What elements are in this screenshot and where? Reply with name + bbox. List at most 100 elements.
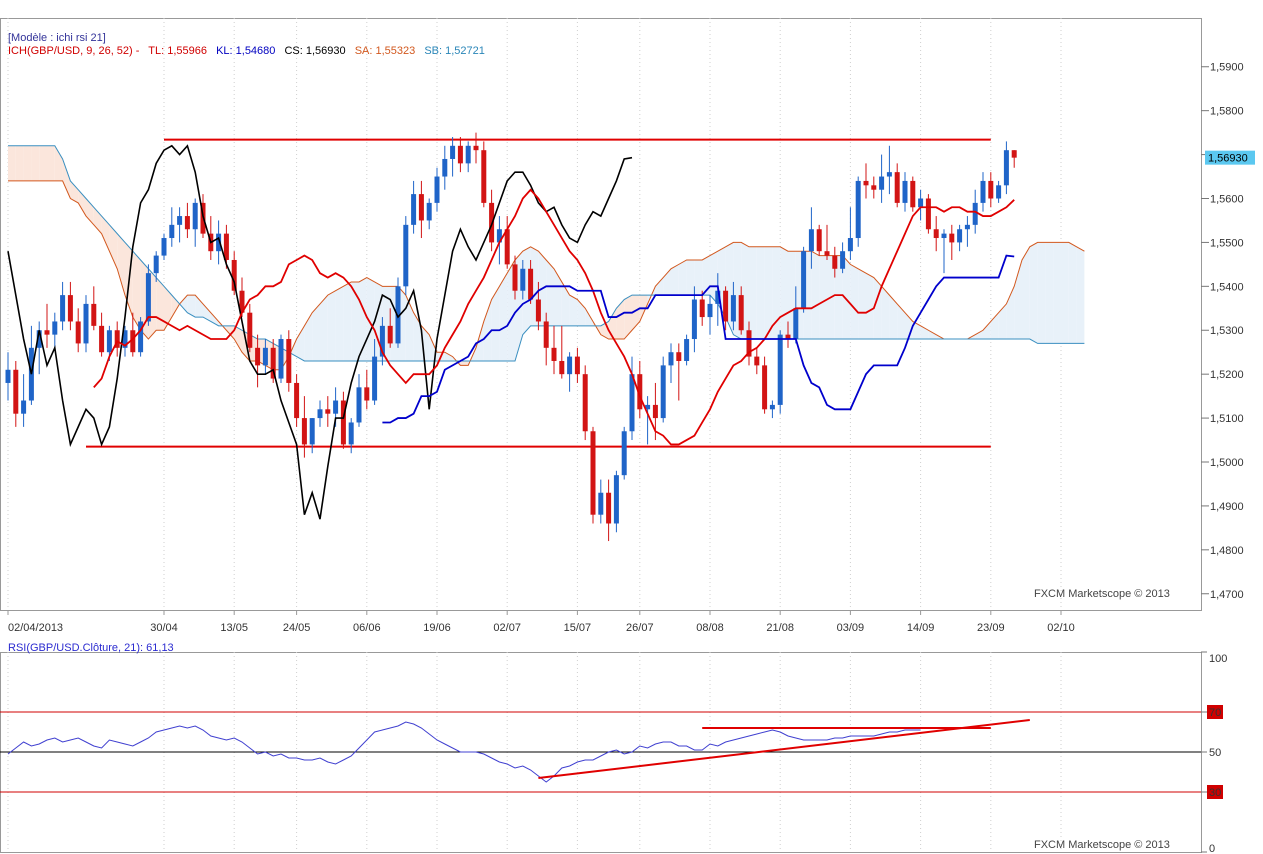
horizontal-lines-layer <box>86 138 991 448</box>
candle-body <box>278 339 284 379</box>
watermark-rsi: FXCM Marketscope © 2013 <box>1034 839 1170 851</box>
cloud-segment <box>47 145 55 181</box>
candle-body <box>582 374 588 432</box>
date-tick-label: 30/04 <box>150 622 178 634</box>
price-tick-label: 1,4900 <box>1210 501 1244 513</box>
cloud-segment <box>31 145 40 181</box>
cloud-segment <box>686 259 695 296</box>
cloud-segment <box>1061 242 1069 344</box>
candle-body <box>652 404 658 419</box>
candle-body <box>286 339 292 383</box>
candle-body <box>309 418 315 445</box>
date-tick-label: 02/07 <box>493 622 521 634</box>
candle-body <box>996 185 1002 199</box>
candle-body <box>130 330 136 353</box>
candle-body <box>832 255 838 269</box>
cloud-segment <box>304 312 313 361</box>
cloud-segment <box>117 233 125 296</box>
candle-body <box>816 229 822 252</box>
cloud-segment <box>772 246 781 340</box>
cloud-segment <box>8 145 16 181</box>
cloud-segment <box>203 303 211 322</box>
cloud-segment <box>1053 242 1061 344</box>
candle-body <box>216 233 222 252</box>
candle-body <box>707 303 713 318</box>
candle-body <box>855 180 861 239</box>
candle-body <box>457 145 463 164</box>
cloud-segment <box>561 281 570 326</box>
candle-body <box>777 334 783 405</box>
cloud-segment <box>78 189 86 217</box>
cloud-segment <box>873 277 882 340</box>
candle-body <box>551 347 557 361</box>
candle-body <box>590 431 596 515</box>
candle-body <box>972 202 978 225</box>
price-tick-label: 1,4800 <box>1210 545 1244 557</box>
candle-body <box>348 422 354 445</box>
cloud-segment <box>624 295 632 340</box>
cloud-segment <box>897 303 905 340</box>
date-tick-label: 03/09 <box>837 622 865 634</box>
cloud-segment <box>655 277 664 296</box>
cloud-segment <box>983 321 991 340</box>
cloud-segment <box>1076 246 1085 344</box>
cloud-segment <box>850 264 859 340</box>
candle-body <box>340 400 346 445</box>
candle-body <box>785 334 791 340</box>
candle-body <box>13 369 19 414</box>
rsi-line <box>7 721 921 783</box>
candle-body <box>504 229 510 265</box>
cloud-segment <box>86 198 94 225</box>
cloud-segment <box>327 290 336 361</box>
candle-body <box>629 374 635 432</box>
candle-body <box>980 180 986 203</box>
candle-body <box>325 409 331 414</box>
candle-body <box>270 347 276 379</box>
cloud-segment <box>920 325 929 340</box>
candle-body <box>668 352 674 366</box>
date-tick-label: 13/05 <box>220 622 248 634</box>
candle-body <box>356 387 362 423</box>
cloud-segment <box>499 273 508 361</box>
senkou-a-legend: SA: 1,55323 <box>354 45 416 57</box>
cloud-segment <box>975 330 983 340</box>
cloud-segment <box>195 295 203 318</box>
rsi-title: RSI(GBP/USD.Clôture, 21): 61,13 <box>8 642 174 654</box>
candle-body <box>684 339 690 361</box>
cloud-segment <box>109 224 118 269</box>
candle-body <box>153 255 159 274</box>
candle-body <box>91 303 97 326</box>
price-tick-label: 1,5500 <box>1210 237 1244 249</box>
date-tick-label: 24/05 <box>283 622 311 634</box>
candle-body <box>395 286 401 344</box>
ichimoku-prefix: ICH(GBP/USD, 9, 26, 52) - <box>8 45 140 57</box>
price-tick-label: 1,5100 <box>1210 413 1244 425</box>
candle-body <box>496 229 502 243</box>
price-tick-label: 1,5800 <box>1210 106 1244 118</box>
cloud-segment <box>702 255 710 296</box>
candle-body <box>169 224 175 239</box>
cloud-segment <box>554 268 562 326</box>
cloud-segment <box>70 180 79 203</box>
candle-body <box>247 312 253 348</box>
watermark-main: FXCM Marketscope © 2013 <box>1034 588 1170 600</box>
cloud-segment <box>491 286 500 361</box>
cloud-segment <box>359 277 367 361</box>
candle-body <box>879 176 885 190</box>
cloud-segment <box>187 295 196 318</box>
candle-body <box>567 356 573 375</box>
candle-body <box>372 356 378 401</box>
candle-body <box>598 492 604 515</box>
candle-body <box>660 365 666 419</box>
candle-body <box>769 404 775 410</box>
rsi-tick-label: 30 <box>1209 787 1221 799</box>
candle-body <box>574 356 580 375</box>
cloud-segment <box>834 255 843 340</box>
cloud-segment <box>62 158 71 199</box>
cloud-segment <box>585 308 593 326</box>
rsi-level-tag <box>1207 705 1223 719</box>
cloud-segment <box>296 325 305 361</box>
candle-body <box>808 229 814 252</box>
cloud-segment <box>320 295 328 361</box>
cloud-segment <box>1045 242 1054 344</box>
